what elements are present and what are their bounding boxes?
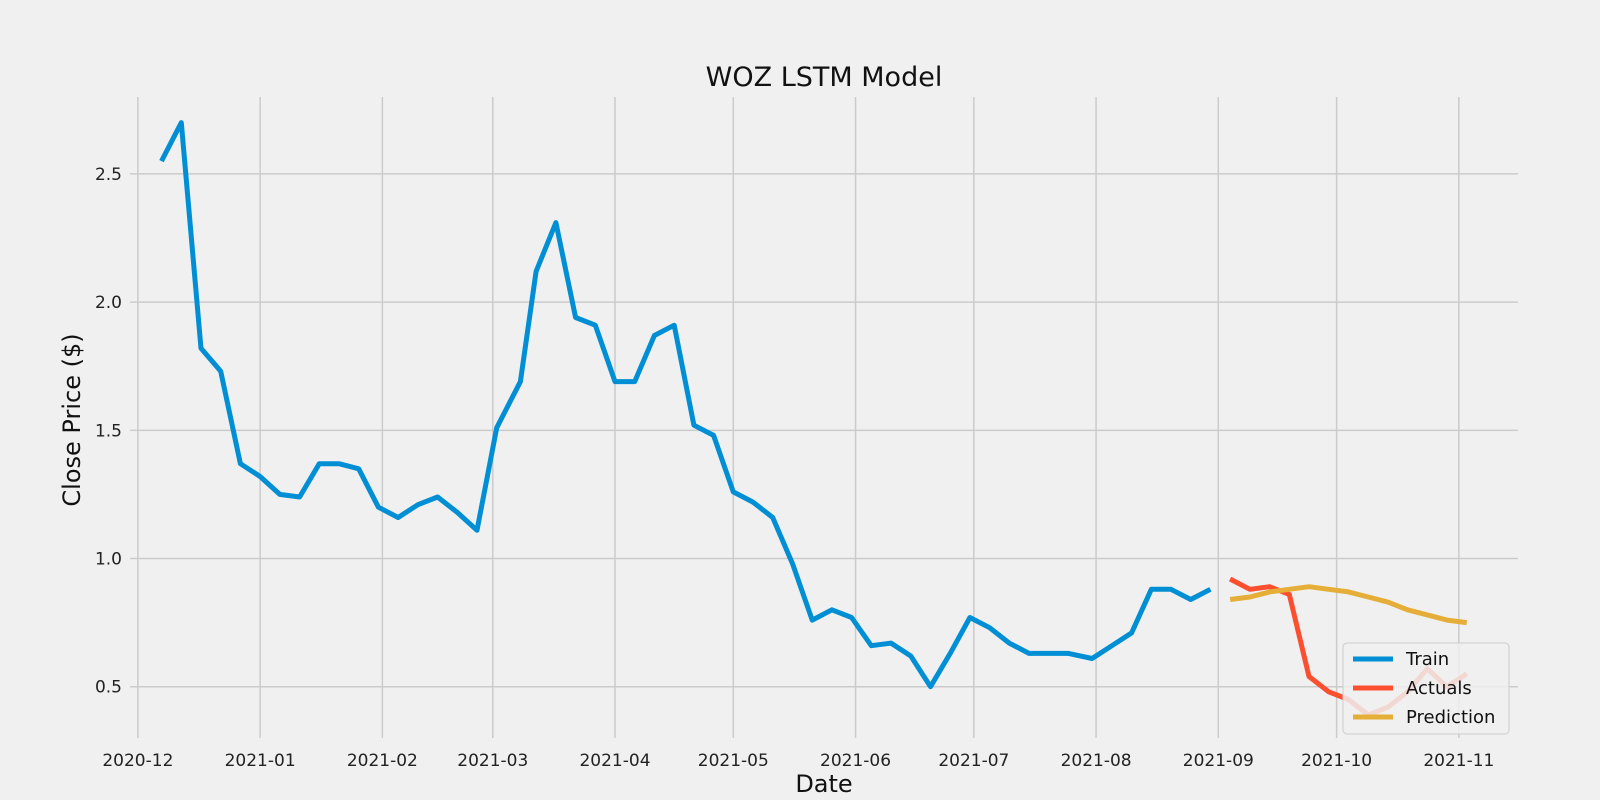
y-tick-label: 2.5	[95, 165, 122, 185]
x-tick-label: 2021-10	[1301, 751, 1372, 771]
y-axis-ticks: 0.5 1.0 1.5 2.0 2.5	[95, 165, 122, 698]
y-tick-label: 0.5	[95, 678, 122, 698]
legend-box	[1342, 642, 1510, 735]
legend-label-actuals: Actuals	[1406, 678, 1472, 699]
series-line-prediction	[1229, 584, 1468, 626]
y-axis-label: Close Price ($)	[58, 333, 86, 506]
x-tick-label: 2021-08	[1061, 751, 1132, 771]
legend: Train Actuals Prediction	[1342, 642, 1510, 735]
legend-label-prediction: Prediction	[1406, 707, 1495, 728]
chart-title: WOZ LSTM Model	[706, 62, 943, 93]
y-tick-label: 1.0	[95, 550, 122, 570]
x-tick-label: 2020-12	[102, 751, 173, 771]
x-axis-label: Date	[795, 770, 852, 798]
x-tick-label: 2021-07	[938, 751, 1009, 771]
grid	[130, 97, 1518, 738]
x-tick-label: 2021-01	[225, 751, 296, 771]
legend-items: Train Actuals Prediction	[1353, 649, 1495, 728]
x-tick-label: 2021-04	[579, 751, 650, 771]
legend-label-train: Train	[1405, 649, 1449, 670]
x-tick-label: 2021-05	[698, 751, 769, 771]
series-line-train	[159, 120, 1212, 690]
x-axis-ticks: 2020-12 2021-01 2021-02 2021-03 2021-04 2021-…	[102, 751, 1494, 771]
x-tick-label: 2021-03	[457, 751, 528, 771]
x-tick-label: 2021-02	[347, 751, 418, 771]
series-lines	[159, 120, 1469, 718]
y-tick-label: 1.5	[95, 421, 122, 441]
x-tick-label: 2021-09	[1183, 751, 1254, 771]
y-tick-label: 2.0	[95, 293, 122, 313]
x-tick-label: 2021-06	[820, 751, 891, 771]
x-tick-label: 2021-11	[1423, 751, 1494, 771]
